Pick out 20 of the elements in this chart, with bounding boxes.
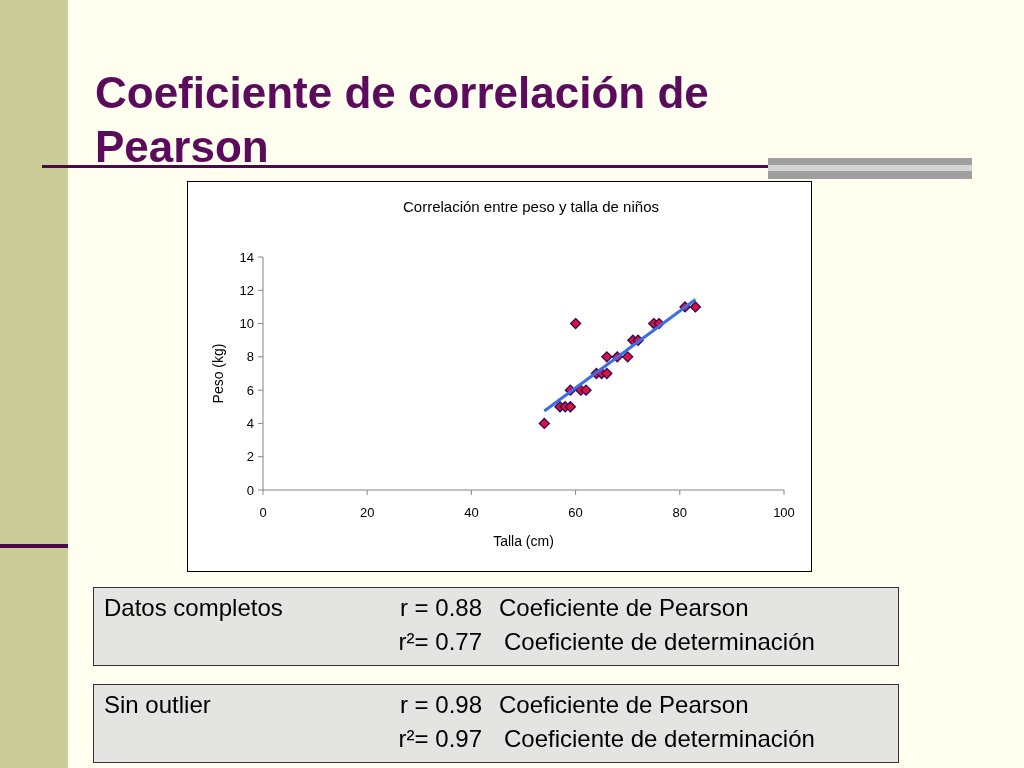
y-tick-label: 8 bbox=[246, 349, 254, 365]
text-box: Datos completos r = 0.88 Coeficiente de Pearson r²= 0.77 Coeficiente de determinación bbox=[93, 587, 899, 666]
y-tick-label: 6 bbox=[246, 382, 254, 398]
text-box: Sin outlier r = 0.98 Coeficiente de Pearson r²= 0.97 Coeficiente de determinación bbox=[93, 684, 899, 763]
y-tick-label: 10 bbox=[239, 316, 254, 332]
y-tick-label: 14 bbox=[239, 249, 254, 265]
chart-title: Coeficiente de correlación de Pearson bbox=[95, 67, 710, 173]
y-tick-label: 2 bbox=[246, 449, 254, 465]
x-axis-title: Talla (cm) bbox=[493, 533, 554, 549]
chart-subtitle: Correlación entre peso y talla de niños bbox=[403, 198, 659, 215]
x-tick-label: 0 bbox=[259, 505, 267, 520]
x-tick-label: 40 bbox=[464, 505, 479, 520]
x-tick-label: 20 bbox=[359, 505, 375, 520]
x-tick-label: 100 bbox=[773, 505, 795, 520]
y-tick-label: 4 bbox=[246, 415, 254, 431]
x-tick-label: 80 bbox=[672, 505, 688, 520]
y-tick-label: 0 bbox=[246, 482, 254, 498]
y-tick-label: 12 bbox=[239, 282, 254, 298]
x-tick-label: 60 bbox=[568, 505, 583, 520]
y-axis-title: Peso (kg) bbox=[210, 343, 226, 404]
